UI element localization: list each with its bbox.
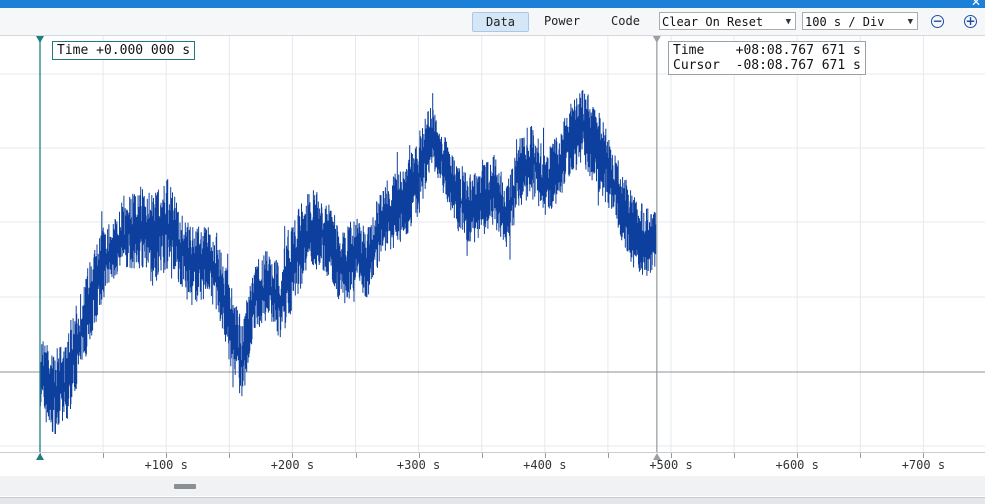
axis-tick-label: +700 s (901, 458, 946, 472)
axis-tick (607, 453, 609, 458)
cursor-marker-handle-top (652, 36, 661, 43)
mode-select[interactable]: Clear On Reset ▼ (659, 12, 796, 30)
tab-power[interactable]: Power (543, 14, 581, 28)
cursor-delta-label: Cursor (673, 58, 720, 73)
chevron-down-icon: ▼ (785, 17, 791, 27)
axis-tick (229, 453, 231, 458)
axis-tick (923, 453, 925, 458)
axis-tick (355, 453, 357, 458)
axis-tick (292, 453, 294, 458)
cursor-marker-handle-bottom[interactable] (652, 453, 661, 460)
scale-select-value: 100 s / Div (805, 15, 885, 29)
axis-tick (734, 453, 736, 458)
chevron-down-icon: ▼ (907, 17, 913, 27)
cursor-delta-value: -08:08.767 671 s (735, 58, 861, 73)
scale-select[interactable]: 100 s / Div ▼ (802, 12, 918, 30)
axis-tick-label: +600 s (775, 458, 819, 472)
minus-circle-icon[interactable]: − (931, 14, 944, 28)
axis-tick-label: +200 s (270, 458, 315, 472)
toolbar: Data Power Code Clear On Reset ▼ 100 s /… (0, 8, 985, 36)
axis-tick (544, 453, 546, 458)
start-marker-readout: Time +0.000 000 s (52, 41, 196, 60)
waveform-trace (39, 90, 657, 434)
tab-data[interactable]: Data (472, 12, 529, 32)
cursor-time-value: +08:08.767 671 s (735, 43, 861, 58)
axis-tick-label: +400 s (523, 458, 567, 472)
axis-tick-label: +100 s (144, 458, 188, 472)
horizontal-scrollbar[interactable] (0, 476, 985, 496)
axis-tick (481, 453, 483, 458)
axis-tick-label: +500 s (649, 458, 693, 472)
start-marker-handle-top (36, 36, 44, 43)
axis-tick (418, 453, 420, 458)
axis-tick-label: +300 s (396, 458, 441, 472)
axis-tick (166, 453, 168, 458)
start-marker-handle-bottom[interactable] (36, 453, 44, 460)
tab-code[interactable]: Code (611, 14, 640, 28)
time-axis[interactable]: +100 s +200 s +300 s +400 s +500 s +600 s +700… (0, 452, 985, 477)
axis-tick (671, 453, 672, 458)
plus-circle-icon[interactable]: + (964, 14, 977, 28)
cursor-readout: Time +08:08.767 671 s Cursor -08:08.767 … (668, 41, 866, 75)
axis-tick (797, 453, 799, 458)
axis-tick (103, 453, 105, 458)
window-title-bar: ✕ (0, 0, 985, 9)
cursor-time-label: Time (673, 43, 705, 58)
start-time-label: Time (57, 43, 89, 58)
plot-markers (36, 36, 661, 452)
waveform-series (39, 90, 657, 434)
waveform-plot[interactable] (0, 36, 985, 452)
mode-select-value: Clear On Reset (662, 15, 764, 29)
start-time-value: +0.000 000 s (96, 43, 191, 58)
status-strip (0, 497, 985, 504)
scrollbar-thumb[interactable] (174, 484, 196, 489)
axis-tick (860, 453, 862, 458)
close-icon[interactable]: ✕ (970, 0, 981, 9)
